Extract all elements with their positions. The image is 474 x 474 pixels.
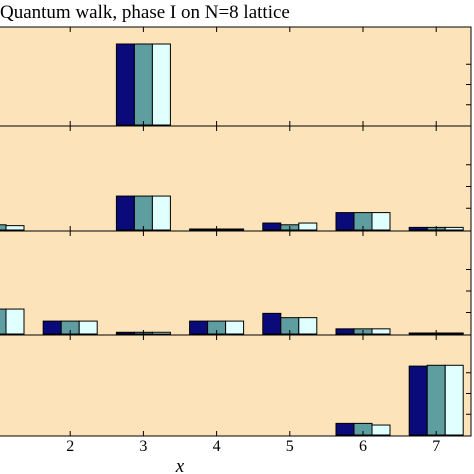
bar-p4-x6-s3 <box>371 424 391 436</box>
bar-p3-x7-s1 <box>408 332 428 335</box>
bar-p2-x4-s3 <box>225 228 245 231</box>
panel-4 <box>0 334 472 437</box>
bar-p3-x7-s3 <box>444 332 464 335</box>
bar-p3-x1-s2 <box>0 308 7 335</box>
bar-p1-x3-s3 <box>151 43 171 126</box>
bar-p2-x7-s1 <box>408 226 428 231</box>
bar-p3-x6-s1 <box>335 328 355 335</box>
panel-1 <box>0 26 472 127</box>
x-tick-label-4: 4 <box>213 438 221 455</box>
bar-p3-x5-s3 <box>298 317 318 335</box>
bar-p2-x3-s3 <box>151 195 171 231</box>
bar-p3-x2-s1 <box>42 320 62 335</box>
bar-p2-x7-s3 <box>444 226 464 231</box>
bar-p4-x7-s2 <box>426 364 446 436</box>
bar-p2-x1-s2 <box>0 224 7 231</box>
bar-p1-x3-s2 <box>133 43 153 126</box>
panel-2-background <box>0 125 472 232</box>
panel-3-background <box>0 230 472 336</box>
panel-3 <box>0 230 472 336</box>
x-axis-label: x <box>175 456 185 474</box>
panel-1-background <box>0 26 472 127</box>
x-tick-label-2: 2 <box>66 438 74 455</box>
x-tick-label-3: 3 <box>139 438 147 455</box>
bar-p2-x3-s2 <box>133 195 153 231</box>
bar-p3-x4-s1 <box>189 320 209 335</box>
bar-p3-x2-s3 <box>78 320 98 335</box>
bar-p2-x5-s3 <box>298 222 318 231</box>
bar-p4-x7-s1 <box>408 365 428 436</box>
bar-p4-x6-s1 <box>335 422 355 436</box>
bar-p2-x5-s1 <box>262 222 282 231</box>
x-tick-label-7: 7 <box>432 438 440 455</box>
bar-p3-x1-s3 <box>5 308 25 335</box>
bar-p3-x5-s1 <box>262 312 282 335</box>
bar-p1-x3-s1 <box>115 43 135 126</box>
x-tick-label-5: 5 <box>286 438 294 455</box>
bar-p3-x3-s1 <box>115 331 135 335</box>
bar-p2-x6-s1 <box>335 212 355 231</box>
bar-p2-x4-s1 <box>189 228 209 231</box>
bar-p2-x1-s3 <box>5 225 25 231</box>
bar-p3-x6-s3 <box>371 328 391 335</box>
panels-group <box>0 26 472 437</box>
bar-p3-x4-s3 <box>225 320 245 335</box>
bar-p3-x3-s3 <box>151 331 171 335</box>
bar-p4-x7-s3 <box>444 364 464 436</box>
figure-title: Quantum walk, phase I on N=8 lattice <box>0 2 290 23</box>
x-tick-label-6: 6 <box>359 438 367 455</box>
panel-4-background <box>0 334 472 437</box>
bar-p2-x3-s1 <box>115 195 135 231</box>
panel-2 <box>0 125 472 232</box>
x-tick-labels: 2 3 4 5 6 7 <box>66 438 440 455</box>
bar-p2-x6-s3 <box>371 212 391 231</box>
